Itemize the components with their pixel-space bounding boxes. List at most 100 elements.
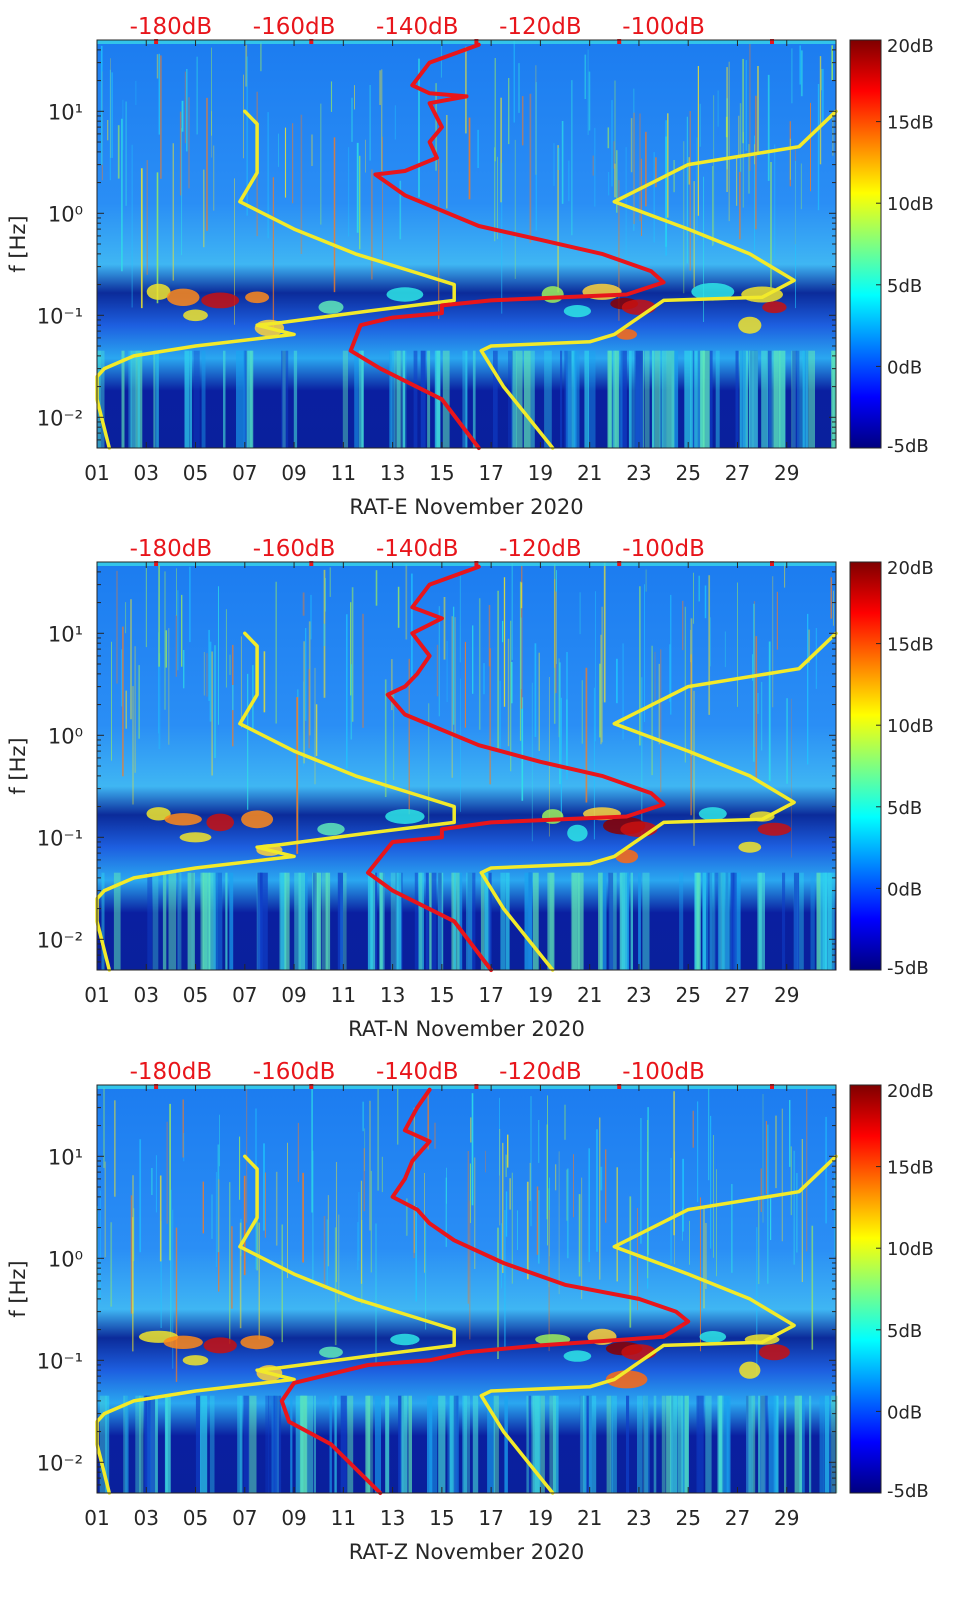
spectrogram-column [99, 1395, 107, 1493]
spectrogram-column [808, 350, 815, 448]
series-line-red [279, 1087, 691, 1495]
spectrogram-column [243, 350, 248, 448]
spectrogram-column [394, 350, 402, 448]
spectrogram-column [760, 1395, 767, 1493]
spectrogram-column [730, 872, 735, 970]
x-tick-label: 21 [577, 983, 602, 1007]
spectrogram-column [792, 350, 800, 448]
spectrogram-column [799, 1395, 802, 1493]
spectrogram-panel-1: 01 03 05 07 09 11 13 15 17 19 21 23 25 27 29 RAT-E Nove… [6, 14, 934, 519]
spectrogram-column [113, 872, 121, 970]
colorbar-tick-label: 20dB [887, 36, 934, 57]
spectrogram-column [165, 1395, 171, 1493]
spectrogram-column [621, 872, 629, 970]
x-tick-label: 15 [429, 1506, 454, 1530]
spectrogram-column [735, 350, 739, 448]
spectrogram-column [740, 350, 747, 448]
spectrogram-column [679, 872, 684, 970]
spectrogram-column [530, 350, 535, 448]
x-tick-label: 03 [134, 1506, 159, 1530]
spectrogram-column [532, 872, 539, 970]
spectrogram-column [584, 350, 589, 448]
spectrogram-column [567, 350, 576, 448]
spectral-peak [146, 283, 171, 300]
spectrogram-column [749, 350, 754, 448]
top-marker [770, 39, 774, 44]
spectrogram-column [298, 872, 305, 970]
x-tick-label: 01 [84, 983, 109, 1007]
top-db-label: -160dB [253, 1059, 336, 1085]
top-db-label: -140dB [376, 14, 459, 40]
spectrogram-column [229, 872, 234, 970]
x-tick-label: 17 [478, 461, 503, 485]
spectrogram-column [325, 872, 331, 970]
spectrogram-column [733, 872, 741, 970]
spectrogram-panel-3: 01 03 05 07 09 11 13 15 17 19 21 23 25 27 29 RAT-Z Nove… [6, 1059, 934, 1564]
spectrogram-column [560, 350, 563, 448]
spectrogram-column [248, 1395, 257, 1493]
spectral-peak [541, 286, 564, 303]
spectrogram-column [709, 872, 716, 970]
spectrogram-column [282, 350, 286, 448]
x-axis-label: RAT-N November 2020 [348, 1017, 585, 1041]
spectrogram-column [250, 350, 254, 448]
spectrogram-column [130, 350, 137, 448]
spectrogram-column [610, 1395, 613, 1493]
spectrogram-column [524, 872, 533, 970]
spectrogram-column [488, 872, 492, 970]
top-db-label: -100dB [622, 14, 705, 40]
spectrogram-column [700, 350, 705, 448]
top-db-label: -100dB [622, 1059, 705, 1085]
spectrogram-column [508, 350, 513, 448]
spectrogram-column [187, 872, 195, 970]
y-tick-label: 10¹ [48, 1145, 83, 1169]
spectrogram-column [564, 350, 572, 448]
spectrogram-column [824, 1395, 829, 1493]
spectrogram-column [402, 350, 405, 448]
top-db-label: -140dB [376, 1059, 459, 1085]
spectrogram-column [340, 872, 347, 970]
spectrogram-column [579, 1395, 583, 1493]
spectrogram-column [347, 1395, 354, 1493]
top-db-label: -100dB [622, 536, 705, 562]
spectrogram-column [533, 1395, 540, 1493]
spectral-peak [757, 822, 792, 836]
x-tick-label: 09 [281, 461, 306, 485]
spectrogram-column [757, 872, 762, 970]
spectrogram-column [611, 1395, 617, 1493]
spectrogram-column [666, 1395, 674, 1493]
colorbar-tick-label: 0dB [887, 1402, 922, 1423]
x-tick-label: 27 [725, 461, 750, 485]
spectrogram-column [715, 350, 720, 448]
spectrogram-column [574, 350, 580, 448]
x-tick-label: 23 [626, 1506, 651, 1530]
spectrogram-column [223, 350, 226, 448]
spectrogram-column [637, 1395, 643, 1493]
spectral-peak [240, 1335, 274, 1350]
spectrogram-column [420, 350, 426, 448]
spectrogram-column [354, 350, 359, 448]
spectrogram-column [128, 350, 132, 448]
spectrogram-column [696, 1395, 699, 1493]
spectral-peak [390, 1333, 420, 1346]
y-axis-label: f [Hz] [6, 215, 30, 272]
colorbar-tick-label: 15dB [887, 113, 934, 134]
spectrogram-column [580, 1395, 584, 1493]
spectrogram-column [389, 350, 393, 448]
spectrogram-column [358, 350, 363, 448]
spectrogram-column [396, 350, 401, 448]
spectrogram-column [390, 350, 395, 448]
spectrogram-column [414, 872, 418, 970]
y-tick-label: 10⁻² [37, 1451, 83, 1475]
x-tick-label: 27 [725, 1506, 750, 1530]
spectrogram-column [484, 872, 491, 970]
spectrogram-column [493, 1395, 499, 1493]
spectrogram-column [793, 872, 800, 970]
spectrogram-column [418, 872, 424, 970]
spectrogram-column [531, 1395, 535, 1493]
x-tick-label: 09 [281, 983, 306, 1007]
spectrogram-column [438, 1395, 446, 1493]
spectrogram-column [696, 872, 700, 970]
top-db-label: -120dB [499, 1059, 582, 1085]
spectrogram-column [784, 1395, 787, 1493]
